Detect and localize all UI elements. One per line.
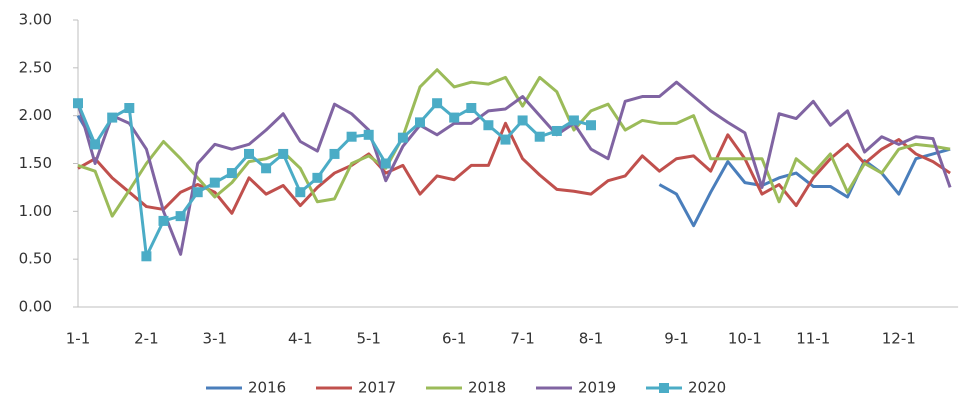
- point-marker: [107, 112, 118, 123]
- point-marker: [90, 139, 101, 150]
- point-marker: [73, 98, 83, 109]
- legend-marker: [659, 383, 669, 393]
- y-tick-label: 3.00: [19, 11, 52, 29]
- point-marker: [534, 131, 545, 142]
- x-tick-label: 11-1: [796, 330, 830, 348]
- y-tick-label: 1.50: [19, 154, 52, 172]
- point-marker: [346, 131, 357, 142]
- point-marker: [124, 103, 135, 114]
- series-line: [76, 80, 952, 256]
- y-tick-label: 1.00: [19, 202, 52, 220]
- point-marker: [466, 103, 477, 114]
- x-tick-label: 9-1: [664, 330, 689, 348]
- legend-label: 2016: [248, 379, 286, 397]
- point-marker: [568, 115, 579, 126]
- point-marker: [415, 117, 425, 128]
- point-marker: [261, 163, 272, 174]
- point-marker: [278, 148, 289, 159]
- y-tick-label: 0.50: [19, 250, 52, 268]
- x-tick-label: 10-1: [728, 330, 762, 348]
- series-line: [77, 121, 951, 215]
- point-marker: [209, 177, 220, 188]
- series-line: [77, 68, 951, 218]
- x-tick-label: 5-1: [356, 330, 381, 348]
- point-marker: [312, 172, 323, 183]
- y-tick-label: 2.00: [19, 106, 52, 124]
- point-marker: [226, 168, 237, 179]
- point-marker: [329, 148, 340, 159]
- point-marker: [175, 211, 186, 222]
- y-tick-label: 2.50: [19, 58, 52, 76]
- legend-label: 2018: [468, 379, 506, 397]
- point-marker: [244, 148, 254, 159]
- point-marker: [432, 98, 443, 109]
- legend-label: 2020: [688, 379, 726, 397]
- point-marker: [483, 120, 494, 131]
- x-tick-label: 1-1: [66, 330, 91, 348]
- x-tick-label: 2-1: [134, 330, 159, 348]
- point-marker: [363, 129, 374, 140]
- point-marker: [380, 158, 391, 169]
- point-marker: [517, 115, 528, 126]
- point-marker: [192, 187, 203, 198]
- point-marker: [551, 125, 562, 136]
- x-tick-label: 3-1: [203, 330, 228, 348]
- legend-label: 2017: [358, 379, 396, 397]
- x-tick-label: 12-1: [882, 330, 916, 348]
- point-marker: [295, 187, 306, 198]
- point-marker: [500, 134, 511, 145]
- x-tick-label: 6-1: [442, 330, 467, 348]
- x-tick-label: 7-1: [510, 330, 535, 348]
- point-marker: [158, 215, 169, 226]
- point-marker: [586, 120, 596, 131]
- point-marker: [449, 112, 460, 123]
- y-tick-label: 0.00: [19, 298, 52, 316]
- x-tick-label: 4-1: [288, 330, 313, 348]
- legend-label: 2019: [578, 379, 616, 397]
- x-tick-label: 8-1: [579, 330, 604, 348]
- point-marker: [141, 251, 152, 262]
- point-marker: [397, 132, 408, 143]
